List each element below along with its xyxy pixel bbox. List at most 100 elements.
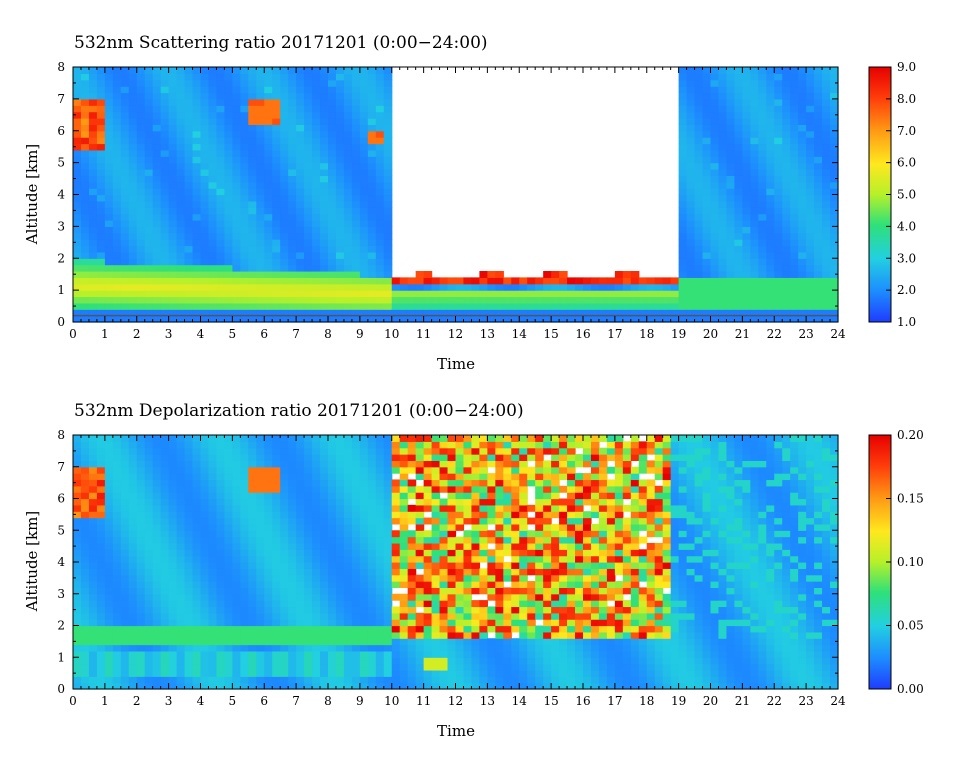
heatmap-cell	[112, 530, 122, 538]
heatmap-cell	[152, 631, 162, 639]
heatmap-cell	[766, 98, 775, 106]
heatmap-cell	[399, 650, 409, 658]
heatmap-cell	[152, 492, 162, 500]
heatmap-cell	[662, 277, 672, 285]
heatmap-cell	[184, 568, 194, 576]
heatmap-cell	[192, 593, 202, 601]
heatmap-cell	[88, 435, 98, 442]
heatmap-cell	[758, 111, 767, 119]
heatmap-cell	[192, 118, 202, 125]
heatmap-cell	[479, 612, 488, 620]
heatmap-cell	[200, 200, 210, 208]
heatmap-cell	[200, 181, 210, 189]
heatmap-cell	[112, 581, 122, 588]
heatmap-cell	[328, 239, 337, 247]
heatmap-cell	[543, 302, 552, 310]
heatmap-cell	[367, 200, 377, 208]
heatmap-cell	[152, 181, 162, 189]
heatmap-cell	[678, 194, 688, 202]
heatmap-cell	[112, 175, 122, 183]
heatmap-cell	[431, 315, 441, 323]
heatmap-cell	[192, 162, 202, 170]
heatmap-cell	[830, 79, 839, 87]
heatmap-cell	[343, 232, 353, 240]
heatmap-cell	[304, 73, 313, 81]
heatmap-cell	[766, 118, 775, 125]
heatmap-cell	[224, 555, 233, 563]
heatmap-cell	[224, 130, 233, 138]
heatmap-cell	[375, 631, 385, 639]
heatmap-cell	[112, 682, 122, 690]
heatmap-cell	[256, 676, 265, 684]
heatmap-cell	[415, 485, 425, 493]
heatmap-cell	[447, 587, 457, 595]
heatmap-cell	[359, 73, 369, 81]
heatmap-cell	[423, 663, 433, 671]
heatmap-cell	[96, 226, 106, 234]
heatmap-cell	[790, 283, 799, 291]
heatmap-cell	[152, 245, 162, 253]
heatmap-cell	[320, 309, 329, 317]
heatmap-cell	[232, 466, 241, 474]
heatmap-cell	[288, 644, 297, 652]
heatmap-cell	[798, 111, 807, 119]
heatmap-cell	[160, 447, 170, 455]
heatmap-cell	[367, 175, 377, 183]
heatmap-cell	[328, 207, 337, 215]
heatmap-cell	[335, 593, 345, 601]
heatmap-cell	[830, 226, 839, 234]
heatmap-cell	[160, 315, 170, 323]
heatmap-cell	[471, 309, 481, 317]
heatmap-cell	[750, 283, 759, 291]
heatmap-cell	[678, 220, 688, 227]
heatmap-cell	[312, 587, 321, 595]
heatmap-cell	[296, 657, 305, 665]
heatmap-cell	[264, 200, 273, 208]
heatmap-cell	[335, 454, 345, 461]
heatmap-cell	[320, 542, 329, 550]
heatmap-cell	[519, 309, 528, 317]
heatmap-cell	[806, 105, 815, 113]
heatmap-cell	[208, 67, 218, 74]
heatmap-cell	[343, 530, 353, 538]
heatmap-cell	[455, 619, 465, 627]
heatmap-cell	[248, 511, 257, 519]
heatmap-cell	[232, 200, 241, 208]
heatmap-cell	[814, 137, 823, 145]
heatmap-cell	[256, 188, 265, 196]
heatmap-cell	[782, 67, 791, 74]
heatmap-cell	[304, 130, 313, 138]
heatmap-cell	[814, 98, 823, 106]
heatmap-cell	[463, 492, 473, 500]
heatmap-cell	[240, 574, 249, 582]
heatmap-cell	[208, 517, 218, 525]
heatmap-cell	[288, 302, 297, 310]
heatmap-cell	[814, 251, 823, 259]
heatmap-cell	[463, 277, 473, 285]
heatmap-cell	[208, 454, 218, 461]
heatmap-cell	[168, 315, 178, 323]
heatmap-cell	[710, 200, 720, 208]
heatmap-cell	[224, 574, 233, 582]
heatmap-cell	[296, 220, 305, 227]
heatmap-cell	[335, 149, 345, 157]
heatmap-cell	[304, 631, 313, 639]
heatmap-cell	[88, 156, 98, 164]
heatmap-cell	[367, 511, 377, 519]
heatmap-cell	[184, 473, 194, 481]
heatmap-cell	[224, 98, 233, 106]
heatmap-cell	[80, 239, 90, 247]
heatmap-cell	[702, 98, 712, 106]
heatmap-cell	[88, 542, 98, 550]
heatmap-cell	[304, 290, 313, 298]
heatmap-cell	[399, 581, 409, 588]
heatmap-cell	[73, 644, 82, 652]
heatmap-cell	[407, 290, 417, 298]
heatmap-cell	[375, 73, 385, 81]
heatmap-cell	[359, 137, 369, 145]
heatmap-cell	[383, 73, 393, 81]
heatmap-cell	[280, 290, 289, 298]
heatmap-cell	[184, 118, 194, 125]
heatmap-cell	[136, 631, 146, 639]
heatmap-cell	[160, 479, 170, 487]
